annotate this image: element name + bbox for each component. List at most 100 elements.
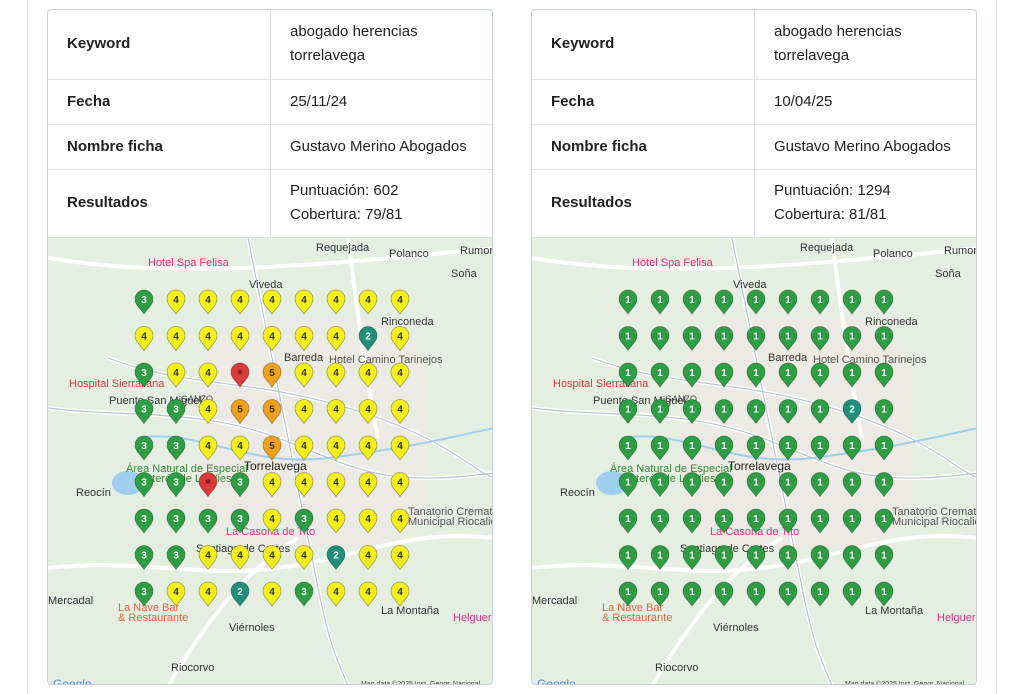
pin-number: 4: [301, 331, 307, 342]
map-label: Helguera Boutique: [453, 612, 493, 624]
map-label: Riocorvo: [171, 662, 214, 674]
pin: 3: [134, 362, 154, 388]
pin: 4: [294, 471, 314, 497]
pin-shape: [714, 471, 734, 497]
pin-shape: [326, 435, 346, 461]
pin-number: 3: [173, 550, 179, 561]
pin: 1: [778, 471, 798, 497]
pin-shape: [358, 362, 378, 388]
pin-number: 1: [753, 368, 759, 379]
pin-shape: [294, 398, 314, 424]
pin: 4: [166, 325, 186, 351]
pin-shape: [746, 544, 766, 570]
pin-shape: [198, 289, 218, 315]
pin-number: 4: [365, 514, 371, 525]
table-row: Keyword abogado herencias torrelavega: [532, 10, 976, 80]
pin: 2: [842, 398, 862, 424]
map-label: Viveda: [733, 279, 767, 291]
pin-number: 2: [333, 550, 339, 561]
pin-shape: [714, 362, 734, 388]
pin-shape: [326, 508, 346, 534]
pin-number: 3: [141, 295, 147, 306]
map-label: La Nave Bar: [602, 602, 663, 614]
pin: 1: [650, 508, 670, 534]
map-label: GANZO: [665, 394, 697, 404]
pin-dot: [205, 478, 211, 484]
pin-shape: [810, 362, 830, 388]
pin-shape: [746, 471, 766, 497]
river: [621, 426, 976, 461]
road-edge: [48, 406, 492, 479]
pin-shape: [390, 325, 410, 351]
pin-shape: [650, 508, 670, 534]
pin-shape: [358, 508, 378, 534]
pin-shape: [778, 289, 798, 315]
row-value: 10/04/25: [754, 79, 976, 125]
info-table: Keyword abogado herencias torrelavega Fech…: [532, 10, 976, 238]
pin: 1: [874, 581, 894, 607]
map-label: Google: [53, 677, 92, 686]
pin-shape: [262, 435, 282, 461]
pin: 3: [230, 471, 250, 497]
pin-number: 4: [397, 441, 403, 452]
pin-shape: [682, 325, 702, 351]
pin-shape: [262, 581, 282, 607]
pin-number: 1: [689, 441, 695, 452]
container: [27, 0, 997, 694]
pin-shape: [650, 471, 670, 497]
pin: 1: [618, 398, 638, 424]
pin-number: 1: [753, 404, 759, 415]
pin: 3: [134, 289, 154, 315]
pin-number: 4: [301, 441, 307, 452]
map: Hotel Spa Felisa Viveda Polanco Rumoro Soña R…: [532, 237, 977, 684]
pin-number: 1: [785, 331, 791, 342]
pin-number: 1: [753, 514, 759, 525]
pin-number: 1: [881, 441, 887, 452]
map-label: Hotel Spa Felisa: [632, 257, 714, 269]
pin: 1: [874, 544, 894, 570]
pin-shape: [294, 544, 314, 570]
pin-shape: [746, 581, 766, 607]
pin: 1: [714, 508, 734, 534]
pin-number: 1: [625, 441, 631, 452]
pin-number: 1: [881, 477, 887, 488]
pin: 4: [198, 544, 218, 570]
pin-shape: [746, 398, 766, 424]
pin: 3: [134, 471, 154, 497]
pin-number: 4: [237, 331, 243, 342]
pin-number: 1: [849, 441, 855, 452]
pin: 1: [810, 362, 830, 388]
pin-shape: [842, 544, 862, 570]
pin-number: 1: [657, 368, 663, 379]
map-label: Reocín: [560, 487, 595, 499]
pin: 1: [746, 544, 766, 570]
map-label: Tanatorio Crematorio: [892, 506, 977, 518]
pin-shape: [166, 435, 186, 461]
road: [166, 535, 300, 684]
pin-number: 4: [397, 587, 403, 598]
pin: 4: [390, 508, 410, 534]
pin: [198, 471, 218, 497]
pin-shape: [358, 544, 378, 570]
pin: 1: [682, 325, 702, 351]
pin-number: 1: [689, 514, 695, 525]
pin: 1: [650, 544, 670, 570]
pin: 4: [326, 289, 346, 315]
pin: 4: [358, 289, 378, 315]
map-label: La Montaña: [865, 605, 924, 617]
pin-number: 1: [689, 404, 695, 415]
pin-shape: [810, 581, 830, 607]
pin-shape: [134, 581, 154, 607]
pin-number: 4: [269, 514, 275, 525]
map-label: Interés de La Viesca: [143, 473, 244, 485]
pin-number: 1: [817, 331, 823, 342]
pin-shape: [230, 508, 250, 534]
pin-number: 4: [333, 514, 339, 525]
pin-number: 4: [205, 368, 211, 379]
pin-shape: [358, 581, 378, 607]
map: Hotel Spa Felisa Viveda Polanco Rumoro Soña R…: [48, 237, 493, 686]
pin: 4: [230, 544, 250, 570]
pin: 1: [810, 508, 830, 534]
pin-shape: [746, 325, 766, 351]
